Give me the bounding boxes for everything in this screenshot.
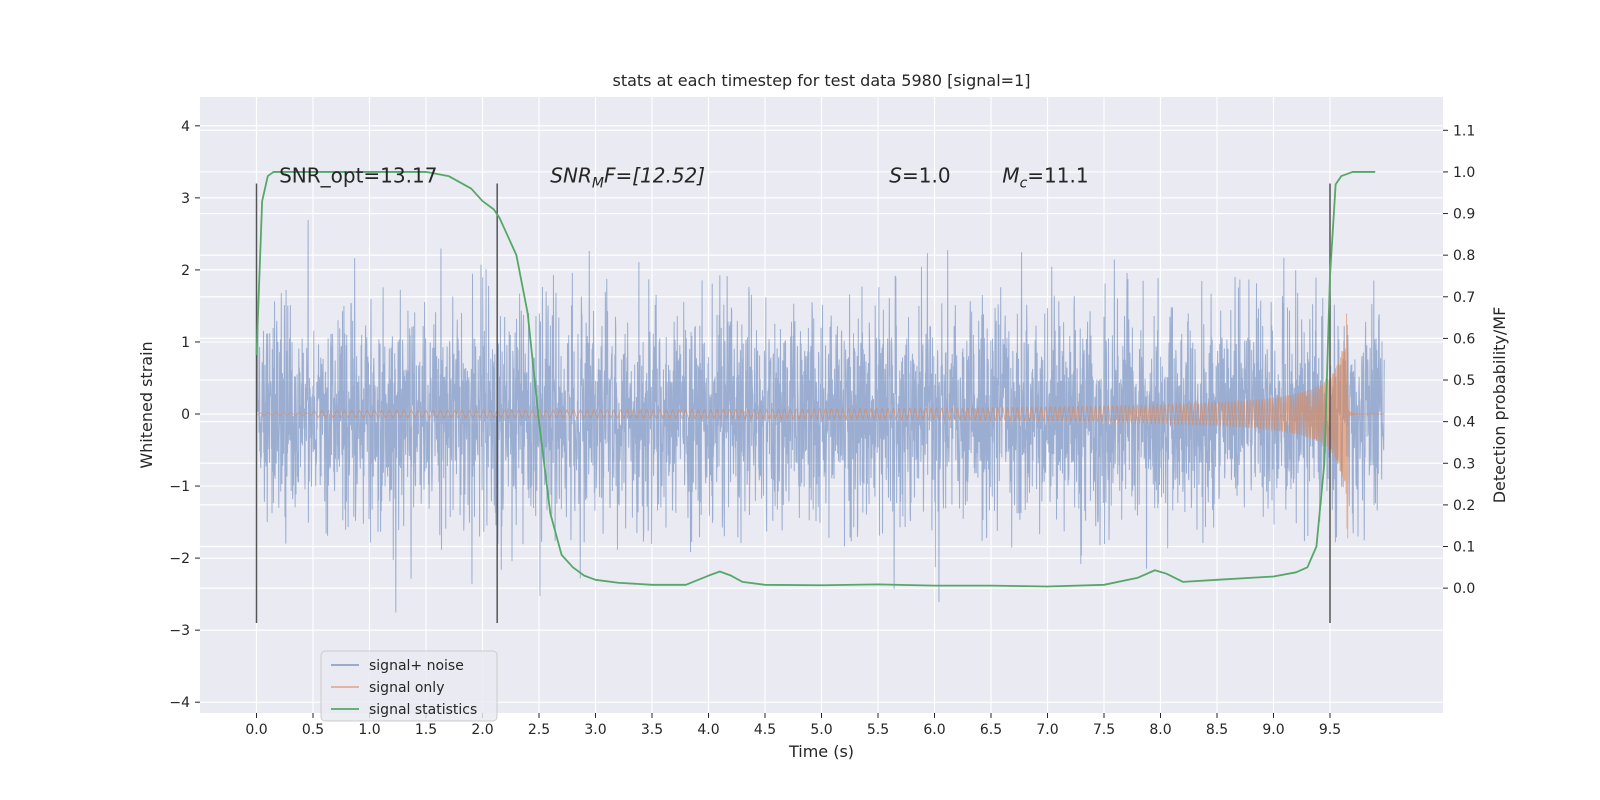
legend-label: signal only <box>369 680 444 696</box>
annotation-s: S=1.0 <box>889 163 950 187</box>
signal-only-line <box>256 313 1385 539</box>
y-right-tick-label: 0.3 <box>1453 456 1475 472</box>
legend-box <box>320 650 498 722</box>
y-axis-right-label: Detection probability/MF <box>1490 307 1509 504</box>
y-right-tick-label: 0.4 <box>1453 415 1475 431</box>
x-tick-label: 9.0 <box>1262 722 1284 738</box>
marker-lines <box>255 183 1331 623</box>
x-tick-label: 0.5 <box>302 722 324 738</box>
x-tick-label: 4.0 <box>697 722 719 738</box>
annotation-mc: Mc=11.1 <box>1002 163 1088 191</box>
y-right-tick-label: 0.8 <box>1453 248 1475 264</box>
y-tick-label: −1 <box>169 479 190 495</box>
y-right-tick-label: 1.1 <box>1453 123 1475 139</box>
y-tick-label: 3 <box>181 191 190 207</box>
x-tick-label: 3.0 <box>584 722 606 738</box>
y-right-tick-label: 0.0 <box>1453 581 1475 597</box>
x-tick-label: 5.0 <box>810 722 832 738</box>
y-tick-label: 1 <box>181 335 190 351</box>
x-axis: 0.0 0.5 1.0 1.5 2.0 2.5 3.0 3.5 4.0 4.5 5.0 5.5 6.0 6… <box>245 713 1341 738</box>
x-tick-label: 6.0 <box>923 722 945 738</box>
x-tick-label: 6.5 <box>980 722 1002 738</box>
annotation-snr-mf-suffix: F=[12.52] <box>604 163 705 187</box>
annotation-snr-mf-subscript: M <box>592 175 604 191</box>
legend-item-signal-statistics: signal statistics <box>331 702 477 718</box>
y-axis-left: 4 3 2 1 0 −1 −2 −3 −4 <box>169 119 200 711</box>
signal-statistics-line <box>255 171 1376 588</box>
y-right-tick-label: 0.6 <box>1453 331 1475 347</box>
annotation-mc-value: =11.1 <box>1027 163 1088 187</box>
x-tick-label: 1.0 <box>358 722 380 738</box>
annotation-mc-symbol: M <box>1002 163 1019 187</box>
x-tick-label: 7.5 <box>1093 722 1115 738</box>
annotation-s-value: =1.0 <box>902 163 951 187</box>
legend-item-signal-only: signal only <box>331 680 444 696</box>
y-right-tick-label: 0.2 <box>1453 498 1475 514</box>
x-tick-label: 2.5 <box>528 722 550 738</box>
y-tick-label: −4 <box>169 695 190 711</box>
annotation-mc-subscript: c <box>1020 175 1028 191</box>
annotation-snr-mf-prefix: SNR <box>550 163 592 187</box>
x-tick-label: 7.0 <box>1036 722 1058 738</box>
legend: signal+ noise signal only signal statist… <box>320 650 498 722</box>
y-tick-label: 2 <box>181 263 190 279</box>
annotation-s-symbol: S <box>889 163 902 187</box>
y-right-tick-label: 0.1 <box>1453 540 1475 556</box>
y-right-tick-label: 0.5 <box>1453 373 1475 389</box>
y-tick-label: −2 <box>169 551 190 567</box>
x-tick-label: 9.5 <box>1319 722 1341 738</box>
y-right-tick-label: 0.9 <box>1453 207 1475 223</box>
y-tick-label: 0 <box>181 407 190 423</box>
annotation-snr-opt: SNR_opt=13.17 <box>279 163 437 187</box>
x-tick-label: 3.5 <box>641 722 663 738</box>
y-right-tick-label: 0.7 <box>1453 290 1475 306</box>
x-axis-label: Time (s) <box>788 742 854 761</box>
legend-item-signal-noise: signal+ noise <box>331 658 464 674</box>
y-tick-label: 4 <box>181 119 190 135</box>
x-tick-label: 8.5 <box>1206 722 1228 738</box>
x-tick-label: 0.0 <box>245 722 267 738</box>
series-signal-statistics <box>255 171 1376 588</box>
x-tick-label: 8.0 <box>1149 722 1171 738</box>
x-tick-label: 1.5 <box>415 722 437 738</box>
annotation-snr-mf: SNRMF=[12.52] <box>550 163 705 191</box>
y-axis-right: 1.1 1.0 0.9 0.8 0.7 0.6 0.5 0.4 0.3 0.2 0.1 0.0 <box>1443 123 1475 597</box>
legend-label: signal statistics <box>369 702 477 718</box>
y-tick-label: −3 <box>169 623 190 639</box>
legend-label: signal+ noise <box>369 658 464 674</box>
series-signal-only <box>256 313 1385 539</box>
y-axis-label: Whitened strain <box>137 341 156 468</box>
chart-title: stats at each timestep for test data 598… <box>612 71 1030 90</box>
x-tick-label: 2.0 <box>471 722 493 738</box>
y-right-tick-label: 1.0 <box>1453 165 1475 181</box>
x-tick-label: 4.5 <box>754 722 776 738</box>
x-tick-label: 5.5 <box>867 722 889 738</box>
